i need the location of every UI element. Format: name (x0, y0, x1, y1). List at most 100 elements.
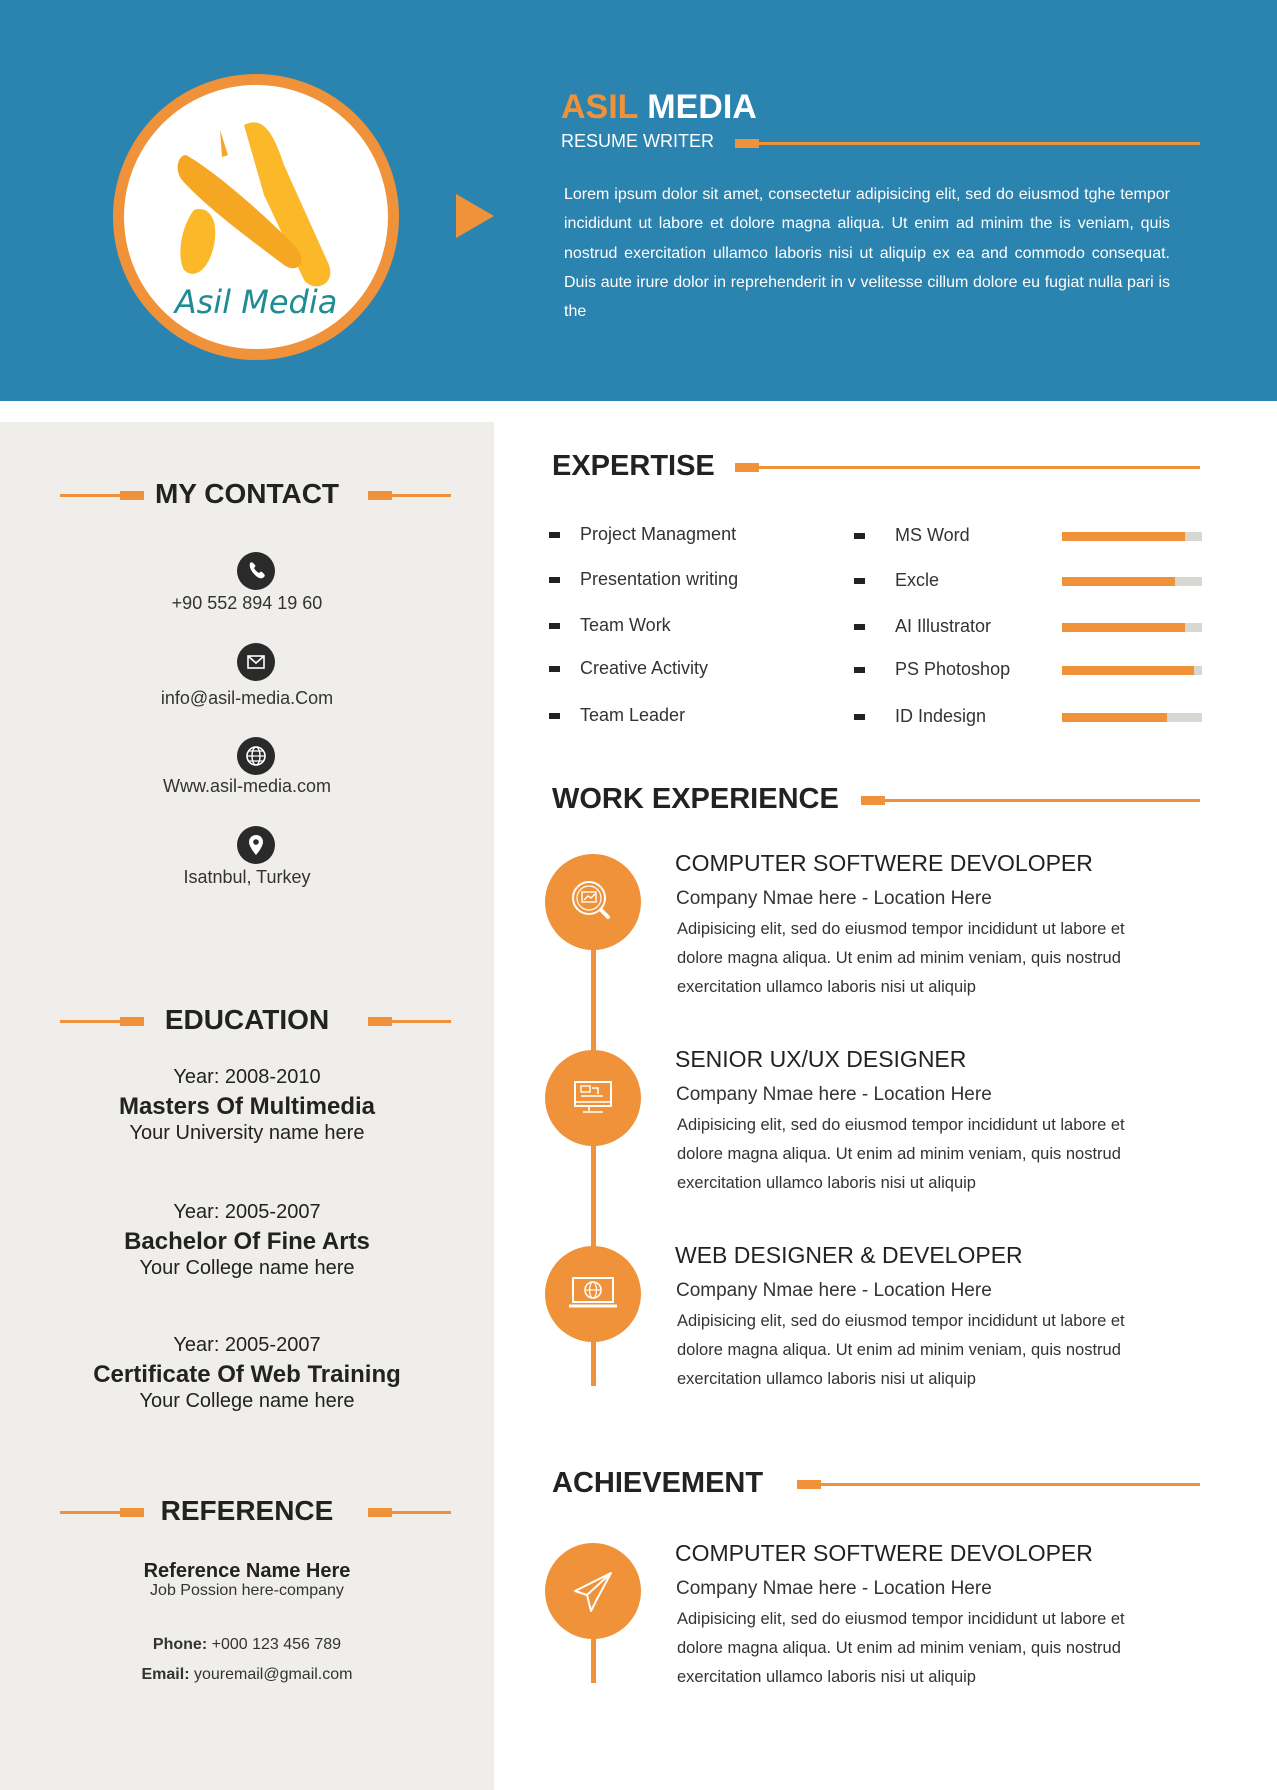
skill-level-fill (1062, 623, 1186, 632)
expertise-heading: EXPERTISE (552, 450, 715, 482)
divider-cap (368, 491, 392, 500)
divider-cap (735, 139, 759, 148)
job-title: COMPUTER SOFTWERE DEVOLOPER (675, 850, 1093, 876)
achievement-description: Adipisicing elit, sed do eiusmod tempor … (677, 1610, 1125, 1686)
divider-line (60, 1020, 130, 1023)
divider-line (755, 466, 1200, 469)
skill-item: Presentation writing (580, 569, 739, 589)
bullet-icon (549, 666, 560, 672)
skill-level-bar (1062, 623, 1202, 632)
education-school: Your College name here (139, 1257, 355, 1279)
phone-label: Phone: (152, 1636, 208, 1653)
monitor-design-icon (545, 1050, 641, 1146)
bullet-icon (854, 667, 865, 673)
divider-line (817, 1483, 1200, 1486)
reference-name: Reference Name Here (143, 1560, 351, 1582)
skill-level-fill (1062, 532, 1186, 541)
bullet-icon (549, 713, 560, 719)
skill-level-bar (1062, 577, 1202, 586)
job-company: Company Nmae here - Location Here (676, 1280, 992, 1301)
contact-text[interactable]: info@asil-media.Com (160, 688, 334, 708)
education-degree: Certificate Of Web Training (93, 1361, 401, 1388)
globe-icon (237, 737, 275, 775)
skill-level-fill (1062, 577, 1176, 586)
achievement-title: COMPUTER SOFTWERE DEVOLOPER (675, 1540, 1093, 1566)
job-company: Company Nmae here - Location Here (676, 1084, 992, 1105)
divider-line (385, 1020, 451, 1023)
divider-cap (368, 1017, 392, 1026)
bullet-icon (549, 577, 560, 583)
bullet-icon (854, 533, 865, 539)
job-description: Adipisicing elit, sed do eiusmod tempor … (677, 1116, 1125, 1192)
contact-text: Isatnbul, Turkey (183, 867, 311, 887)
logo-text: Asil Media (173, 283, 338, 321)
skill-level-fill (1062, 666, 1194, 675)
job-description: Adipisicing elit, sed do eiusmod tempor … (677, 1312, 1125, 1388)
divider-cap (120, 1017, 144, 1026)
search-analytics-icon (545, 854, 641, 950)
software-name: ID Indesign (895, 706, 987, 726)
job-description: Adipisicing elit, sed do eiusmod tempor … (677, 920, 1125, 996)
email-label: Email: (141, 1666, 190, 1683)
divider-cap (735, 463, 759, 472)
education-heading: EDUCATION (164, 1004, 330, 1035)
divider-line (60, 1511, 130, 1514)
logo: Asil Media (113, 74, 399, 360)
skill-level-bar (1062, 666, 1202, 675)
contact-heading: MY CONTACT (154, 478, 340, 509)
divider-line (385, 1511, 451, 1514)
education-school: Your College name here (139, 1390, 355, 1412)
software-name: MS Word (895, 525, 970, 545)
education-degree: Bachelor Of Fine Arts (124, 1228, 370, 1255)
job-title: SENIOR UX/UX DESIGNER (675, 1046, 967, 1072)
education-school: Your University name here (129, 1122, 365, 1144)
email-value[interactable]: youremail@gmail.com (193, 1666, 353, 1683)
web-globe-laptop-icon (545, 1246, 641, 1342)
email-icon (237, 643, 275, 681)
skill-level-fill (1062, 713, 1167, 722)
bullet-icon (854, 624, 865, 630)
achievement-heading: ACHIEVEMENT (552, 1467, 764, 1499)
reference-position: Job Possion here-company (150, 1582, 344, 1599)
divider-cap (797, 1480, 821, 1489)
skill-item: Team Work (580, 615, 671, 635)
divider-line (60, 494, 130, 497)
play-arrow-icon (456, 194, 494, 238)
skill-item: Creative Activity (580, 658, 709, 678)
job-company: Company Nmae here - Location Here (676, 888, 992, 909)
bullet-icon (549, 623, 560, 629)
achievement-company: Company Nmae here - Location Here (676, 1578, 992, 1599)
software-name: Excle (895, 570, 940, 590)
name-first: ASIL (561, 88, 638, 126)
bullet-icon (854, 714, 865, 720)
resume-name: ASIL MEDIA (561, 88, 757, 127)
divider-line (755, 142, 1200, 145)
divider-cap (861, 796, 885, 805)
reference-heading: REFERENCE (160, 1495, 334, 1526)
work-experience-heading: WORK EXPERIENCE (552, 783, 839, 815)
paper-plane-icon (545, 1543, 641, 1639)
skill-level-bar (1062, 713, 1202, 722)
contact-text: +90 552 894 19 60 (171, 593, 323, 613)
phone-icon (237, 552, 275, 590)
location-pin-icon (237, 826, 275, 864)
divider-line (881, 799, 1200, 802)
phone-value: +000 123 456 789 (211, 1636, 342, 1653)
skill-item: Team Leader (580, 705, 686, 725)
reference-phone: Phone: +000 123 456 789 (0, 1636, 494, 1654)
reference-email: Email: youremail@gmail.com (0, 1666, 494, 1684)
divider-cap (120, 491, 144, 500)
bullet-icon (854, 578, 865, 584)
education-year: Year: 2008-2010 (173, 1066, 321, 1088)
education-degree: Masters Of Multimedia (118, 1093, 376, 1120)
skill-level-bar (1062, 532, 1202, 541)
name-last: MEDIA (647, 88, 757, 126)
divider-line (385, 494, 451, 497)
job-title: WEB DESIGNER & DEVELOPER (675, 1242, 1023, 1268)
education-year: Year: 2005-2007 (173, 1201, 321, 1223)
divider-cap (368, 1508, 392, 1517)
contact-text[interactable]: Www.asil-media.com (162, 776, 332, 796)
education-year: Year: 2005-2007 (173, 1334, 321, 1356)
summary-text: Lorem ipsum dolor sit amet, consectetur … (564, 186, 1170, 321)
logo-mark-icon: Asil Media (173, 122, 338, 321)
